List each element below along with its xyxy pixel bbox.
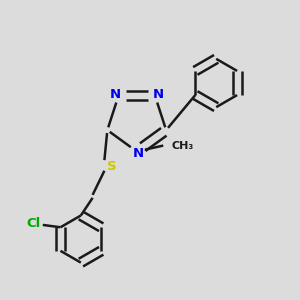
Text: Cl: Cl bbox=[27, 217, 41, 230]
Text: S: S bbox=[107, 160, 117, 173]
Text: N: N bbox=[110, 88, 121, 100]
Text: N: N bbox=[133, 147, 144, 160]
Text: N: N bbox=[153, 88, 164, 100]
Text: CH₃: CH₃ bbox=[172, 141, 194, 151]
